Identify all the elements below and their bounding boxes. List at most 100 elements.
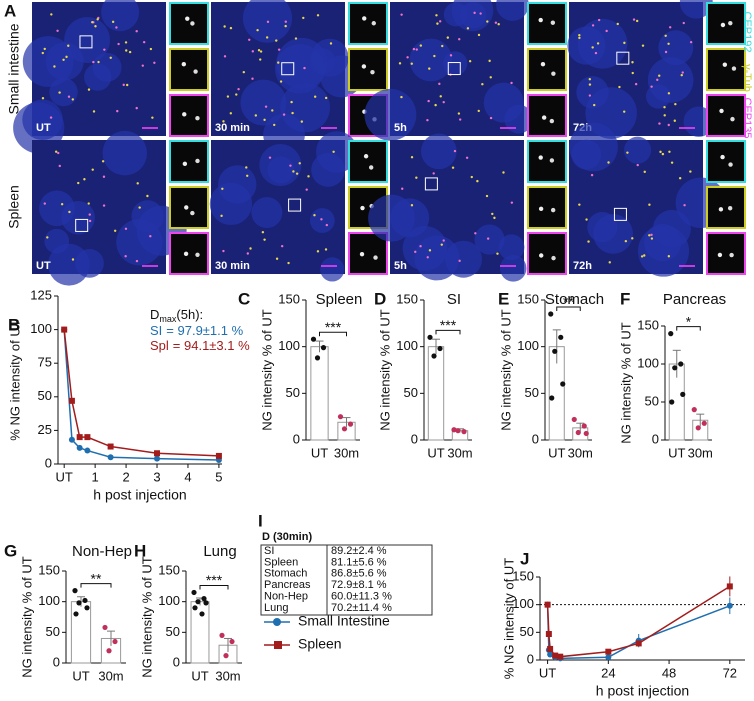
centrosome-dot	[259, 58, 262, 61]
centrosome-dot	[414, 250, 417, 254]
centrosome-dot	[678, 177, 682, 180]
centrosome-dot	[50, 13, 53, 16]
x-tick-label: UT	[539, 665, 556, 680]
table-cell: Lung	[264, 602, 288, 614]
centrosome-dot	[153, 61, 156, 65]
centrosome-dot	[585, 218, 588, 221]
nucleus	[368, 194, 415, 242]
table-cell: 72.9±8.1 %	[331, 579, 387, 591]
significance: **	[563, 294, 574, 310]
timepoint-label: 5h	[394, 122, 407, 134]
centrosome-dot	[77, 181, 80, 185]
nucleus	[64, 17, 110, 64]
data-point	[451, 427, 457, 433]
y-axis-label: % NG intensity of UT	[501, 558, 516, 679]
bar	[310, 346, 329, 441]
centrosome-dot	[56, 29, 59, 32]
y-tick-label: 100	[158, 593, 180, 608]
centrosome-dot	[67, 95, 71, 98]
centrosome-dot	[229, 112, 233, 115]
data-point	[581, 423, 587, 429]
zoom-box	[616, 51, 630, 65]
x-tick-label: 48	[662, 665, 676, 680]
centrosome-dot	[57, 151, 60, 155]
centrosome-dot	[650, 237, 654, 240]
centrosome-dot	[316, 250, 320, 253]
centrosome-dot	[400, 13, 403, 16]
centrosome-dot	[43, 47, 46, 51]
data-point	[701, 420, 707, 426]
centrosome-dot	[435, 14, 438, 17]
centrosome-dot	[246, 252, 250, 255]
x-tick-label: 24	[601, 665, 615, 680]
inset-dot	[727, 206, 733, 211]
x-tick-label: 30m	[568, 445, 593, 460]
centrosome-dot	[249, 247, 252, 250]
data-point	[154, 450, 161, 457]
x-tick-label: UT	[191, 668, 208, 683]
inset	[706, 48, 746, 91]
centrosome-dot	[442, 100, 445, 104]
nucleus	[316, 131, 358, 173]
centrosome-dot	[491, 212, 494, 216]
nucleus	[658, 30, 694, 66]
centrosome-dot	[67, 44, 70, 47]
x-tick-label: 30m	[98, 668, 123, 683]
x-tick-label: 72	[723, 665, 737, 680]
inset	[169, 94, 209, 137]
nucleus	[496, 0, 529, 21]
centrosome-dot	[71, 98, 75, 101]
significance-bracket	[319, 331, 347, 337]
centrosome-dot	[648, 203, 651, 206]
inset-dot	[190, 210, 195, 216]
inset	[706, 232, 746, 275]
timepoint-label: 72h	[573, 260, 592, 272]
data-point	[320, 345, 327, 351]
y-tick-label: 100	[396, 338, 418, 353]
centrosome-dot	[419, 245, 422, 248]
centrosome-dot	[400, 95, 403, 99]
centrosome-dot	[588, 83, 592, 86]
inset-dot	[195, 158, 200, 164]
centrosome-dot	[316, 14, 320, 17]
centrosome-dot	[149, 47, 153, 51]
y-axis-label: NG intensity % of UT	[19, 556, 34, 677]
data-point	[84, 605, 90, 611]
centrosome-dot	[477, 109, 480, 113]
chart-title: Spleen	[316, 291, 363, 308]
centrosome-dot	[263, 238, 266, 241]
centrosome-dot	[681, 71, 684, 74]
centrosome-dot	[616, 22, 619, 26]
chart-title: Stomach	[545, 291, 604, 308]
centrosome-dot	[466, 27, 470, 30]
centrosome-dot	[667, 123, 670, 127]
centrosome-dot	[109, 56, 112, 59]
data-point	[219, 632, 225, 639]
inset-dot	[551, 255, 556, 261]
centrosome-dot	[142, 40, 146, 44]
centrosome-dot	[88, 213, 91, 216]
inset-dot	[359, 251, 365, 257]
legend-label: Small Intestine	[298, 613, 390, 629]
inset-dot	[722, 62, 728, 67]
inset-dot	[718, 207, 724, 212]
inset-dot	[370, 69, 375, 75]
inset-dot	[538, 155, 543, 160]
data-point	[548, 311, 554, 317]
annotation-title: Dmax(5h):	[150, 307, 203, 324]
table-cell: 60.0±11.3 %	[331, 591, 392, 603]
data-point	[68, 397, 75, 404]
centrosome-dot	[410, 62, 413, 65]
x-tick-label: 30m	[688, 445, 713, 460]
inset-dot	[368, 165, 374, 170]
x-tick-label: 30m	[334, 445, 359, 460]
centrosome-dot	[248, 38, 251, 41]
centrosome-dot	[221, 187, 224, 190]
centrosome-dot	[631, 71, 634, 75]
centrosome-dot	[510, 81, 513, 85]
series-annotation: Spl = 94.1±3.1 %	[150, 338, 250, 353]
table-cell: 70.2±11.4 %	[331, 602, 392, 614]
inset-dot	[193, 69, 198, 74]
inset	[527, 186, 567, 229]
nucleus	[44, 228, 70, 254]
